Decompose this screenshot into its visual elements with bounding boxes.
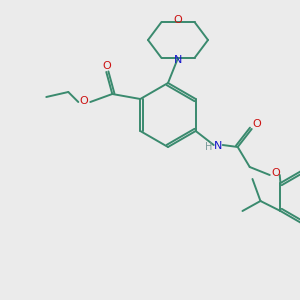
Text: H: H <box>205 142 212 152</box>
Text: O: O <box>174 15 182 25</box>
Text: N: N <box>174 55 182 65</box>
Text: O: O <box>252 119 261 129</box>
Text: N: N <box>214 141 222 151</box>
Text: O: O <box>79 96 88 106</box>
Text: O: O <box>102 61 111 71</box>
Text: O: O <box>271 168 280 178</box>
